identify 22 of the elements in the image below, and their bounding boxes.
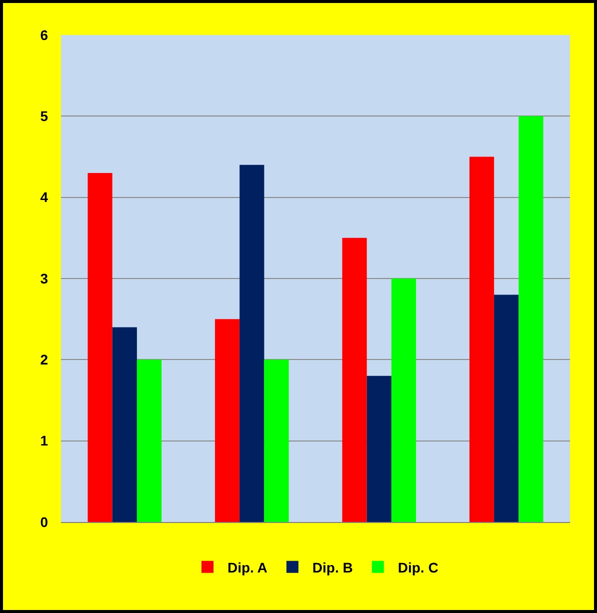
y-tick-label: 5 [40,108,48,124]
legend-label: Dip. A [228,559,268,576]
bar [264,360,289,522]
bar [112,327,137,522]
y-tick-label: 6 [40,26,48,43]
y-tick-label: 3 [40,270,48,286]
bar [469,156,494,522]
y-tick-label: 1 [40,432,48,449]
legend-label: Dip. B [312,559,353,576]
bar [88,172,112,522]
bar [518,116,544,522]
legend-label: Dip. C [398,559,438,576]
bar [494,294,519,522]
y-tick-label: 2 [40,352,48,368]
bar [136,360,162,522]
y-tick-label: 4 [40,189,48,206]
bar [214,319,240,522]
bar [391,278,416,522]
bar [366,376,392,522]
bar [342,238,367,522]
bar [240,164,264,522]
y-tick-label: 0 [40,514,48,530]
